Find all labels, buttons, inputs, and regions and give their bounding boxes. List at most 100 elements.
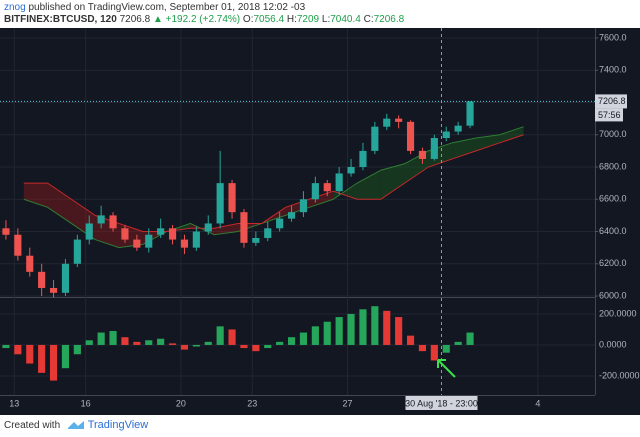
chart-background	[0, 28, 640, 415]
macd-bar	[85, 340, 93, 345]
macd-bar	[145, 340, 153, 345]
candle-body	[61, 263, 70, 293]
candle-body	[97, 215, 105, 224]
candle-body	[335, 173, 343, 192]
crosshair-box	[405, 396, 478, 410]
macd-bar	[383, 310, 391, 345]
candle-body	[85, 223, 93, 240]
macd-bar	[430, 344, 438, 361]
brand[interactable]: TradingView	[87, 419, 149, 431]
x-tick-label: 4	[535, 398, 540, 408]
macd-bar	[61, 344, 70, 369]
macd-tick-label: 200.0000	[599, 308, 637, 318]
h-label: H:	[286, 14, 297, 25]
cloud-fill	[380, 163, 405, 200]
candle-body	[430, 137, 438, 159]
candle-body	[14, 234, 22, 256]
macd-bar	[240, 344, 248, 349]
candle-body	[192, 231, 200, 248]
y-tick-label: 7400.0	[599, 65, 627, 75]
candle-body	[38, 271, 46, 288]
y-tick-label: 6800.0	[599, 161, 627, 171]
candle-body	[264, 228, 272, 238]
crosshair-label: 30 Aug '18 - 23:00	[405, 398, 478, 408]
macd-bar	[109, 331, 117, 345]
last: 7206.8	[119, 14, 151, 25]
macd-bar	[49, 344, 58, 381]
annotation-arrow	[437, 359, 456, 378]
candle-body	[180, 239, 189, 248]
macd-bar	[14, 344, 22, 355]
user[interactable]: znog	[4, 2, 26, 13]
macd-bar	[216, 326, 224, 345]
c-value: 7206.8	[373, 14, 405, 25]
macd-bar	[252, 344, 260, 352]
macd-bar	[168, 343, 177, 345]
macd-bar	[192, 344, 200, 347]
candle-body	[109, 215, 117, 229]
candle-body	[228, 183, 236, 213]
x-tick-label: 13	[9, 398, 19, 408]
macd-bar	[26, 344, 34, 364]
cloud-line	[23, 134, 524, 233]
macd-bar	[395, 317, 403, 345]
symbol: BITFINEX:BTCUSD, 120	[4, 14, 117, 25]
macd-bar	[347, 313, 355, 345]
macd-bar	[287, 337, 296, 345]
candle-body	[157, 228, 165, 235]
candle-body	[359, 150, 367, 168]
candle-body	[133, 239, 141, 248]
macd-bar	[454, 341, 462, 345]
candle-body	[276, 218, 284, 229]
macd-bar	[371, 306, 379, 345]
created: Created with	[4, 420, 61, 431]
candle-body	[323, 183, 331, 192]
macd-bar	[180, 344, 189, 350]
last-price-box	[595, 94, 627, 109]
candle-body	[204, 223, 212, 232]
candle-body	[383, 118, 391, 127]
candle-body	[418, 150, 427, 159]
candle-body	[442, 131, 450, 138]
candle-body	[454, 125, 462, 132]
y-tick-label: 6200.0	[599, 258, 627, 268]
macd-bar	[418, 344, 427, 352]
macd-bar	[228, 329, 236, 345]
cloud-line	[23, 126, 524, 249]
cloud-fill	[476, 134, 500, 151]
macd-bar	[133, 341, 141, 345]
footer: Created with TradingView	[4, 419, 148, 431]
o-value: 7056.4	[253, 14, 285, 25]
l-value: 7040.4	[330, 14, 361, 25]
l-label: L:	[321, 14, 331, 25]
cloud-fill	[499, 126, 524, 143]
macd-bar	[264, 344, 272, 349]
macd-bar	[466, 332, 474, 345]
candle-body	[216, 183, 224, 224]
candle-body	[395, 118, 403, 122]
macd-bar	[323, 321, 331, 345]
candle-body	[347, 167, 355, 174]
h-value: 7209	[296, 14, 320, 25]
quote-line: BITFINEX:BTCUSD, 120 7206.8 ▲ +192.2 (+2…	[4, 14, 404, 26]
candle-body	[73, 239, 81, 264]
macd-bar	[442, 344, 450, 353]
macd-bar	[38, 344, 46, 373]
macd-bar	[97, 332, 105, 345]
macd-bar	[311, 326, 319, 345]
x-tick-label: 27	[342, 398, 352, 408]
macd-bar	[299, 332, 308, 345]
candle-body	[240, 212, 248, 243]
macd-bar	[157, 338, 165, 345]
chart: 6000.06200.06400.06600.06800.07000.07200…	[0, 28, 640, 415]
macd-bar	[121, 337, 129, 345]
candle-body	[371, 126, 379, 151]
candle-body	[49, 287, 58, 293]
y-tick-label: 7600.0	[599, 32, 627, 42]
candle-body	[287, 212, 296, 219]
published: published on TradingView.com, September …	[28, 2, 306, 13]
macd-bar	[2, 344, 10, 349]
candle-body	[26, 255, 34, 272]
cloud-fill	[357, 170, 381, 200]
y-tick-label: 6600.0	[599, 194, 627, 204]
